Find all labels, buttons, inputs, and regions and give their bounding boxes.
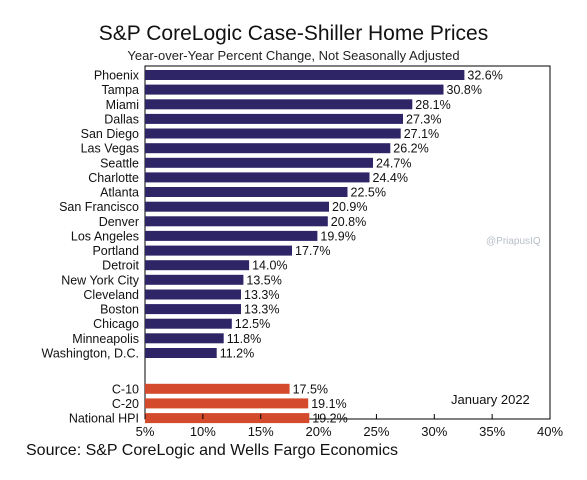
data-label: 22.5% [351, 186, 386, 200]
category-label: National HPI [69, 412, 139, 426]
bar [145, 289, 241, 300]
bar [145, 99, 413, 110]
bar [145, 318, 232, 329]
bar [145, 260, 250, 271]
data-label: 27.1% [404, 127, 439, 141]
x-tick-label: 30% [421, 424, 447, 439]
data-label: 12.5% [235, 317, 270, 331]
bar [145, 187, 348, 197]
category-label: Tampa [101, 83, 139, 97]
category-label: Cleveland [83, 288, 139, 302]
bar [145, 70, 465, 80]
bar [145, 304, 241, 315]
data-label: 32.6% [467, 69, 502, 83]
category-label: Atlanta [100, 186, 139, 200]
bar [145, 201, 329, 212]
category-label: Boston [100, 303, 139, 317]
x-tick-label: 35% [479, 424, 505, 439]
category-label: Chicago [93, 317, 139, 331]
chart-subtitle: Year-over-Year Percent Change, Not Seaso… [127, 48, 460, 63]
category-label: Washington, D.C. [42, 347, 140, 361]
data-label: 19.1% [311, 397, 346, 411]
data-label: 24.7% [376, 156, 411, 170]
chart-title: S&P CoreLogic Case-Shiller Home Prices [98, 22, 489, 45]
bar [145, 157, 373, 168]
x-tick-label: 5% [136, 424, 155, 439]
x-tick-label: 40% [537, 424, 563, 439]
data-label: 13.3% [244, 303, 279, 317]
bar [145, 274, 244, 285]
category-label: C-20 [112, 397, 139, 411]
watermark: @PriapusIQ [486, 236, 541, 247]
bar [145, 383, 290, 394]
data-label: 11.2% [220, 347, 255, 361]
category-label: Seattle [100, 156, 139, 170]
x-tick-label: 20% [306, 424, 332, 439]
category-label: Phoenix [94, 69, 140, 83]
data-label: 28.1% [415, 98, 450, 112]
category-label: Denver [99, 215, 139, 229]
category-label: New York City [61, 273, 140, 287]
source-note: Source: S&P CoreLogic and Wells Fargo Ec… [26, 442, 399, 459]
bar [145, 143, 391, 154]
data-label: 14.0% [252, 259, 287, 273]
data-label: 13.3% [244, 288, 279, 302]
bar [145, 245, 292, 256]
bar [145, 113, 403, 124]
data-label: 11.8% [227, 332, 262, 346]
category-label: C-10 [112, 382, 139, 396]
category-label: Charlotte [88, 171, 139, 185]
bar [145, 333, 224, 344]
data-label: 20.9% [332, 200, 367, 214]
data-label: 27.3% [406, 112, 441, 126]
data-label: 30.8% [447, 83, 482, 97]
data-label: 24.4% [373, 171, 408, 185]
data-label: 19.9% [320, 229, 355, 243]
category-label: Portland [92, 244, 139, 258]
data-label: 17.5% [293, 382, 328, 396]
bar [145, 172, 370, 183]
date-annotation: January 2022 [451, 392, 530, 407]
bar [145, 413, 310, 424]
data-label: 20.8% [331, 215, 366, 229]
plot-frame [144, 65, 551, 420]
x-tick-label: 15% [248, 424, 274, 439]
data-label: 13.5% [246, 273, 281, 287]
category-label: San Francisco [59, 200, 139, 214]
bar [145, 128, 401, 139]
category-label: Minneapolis [72, 332, 139, 346]
bar [145, 216, 328, 227]
category-label: Las Vegas [81, 142, 139, 156]
bar [145, 348, 217, 358]
category-label: Los Angeles [71, 229, 139, 243]
category-label: San Diego [81, 127, 139, 141]
bar [145, 398, 309, 409]
bar [145, 84, 444, 95]
x-tick-label: 25% [363, 424, 389, 439]
data-label: 17.7% [295, 244, 330, 258]
data-label: 26.2% [393, 142, 428, 156]
category-label: Miami [106, 98, 139, 112]
category-label: Detroit [102, 259, 139, 273]
category-label: Dallas [104, 112, 139, 126]
bar [145, 230, 318, 241]
x-tick-label: 10% [190, 424, 216, 439]
data-label: 19.2% [312, 412, 347, 426]
